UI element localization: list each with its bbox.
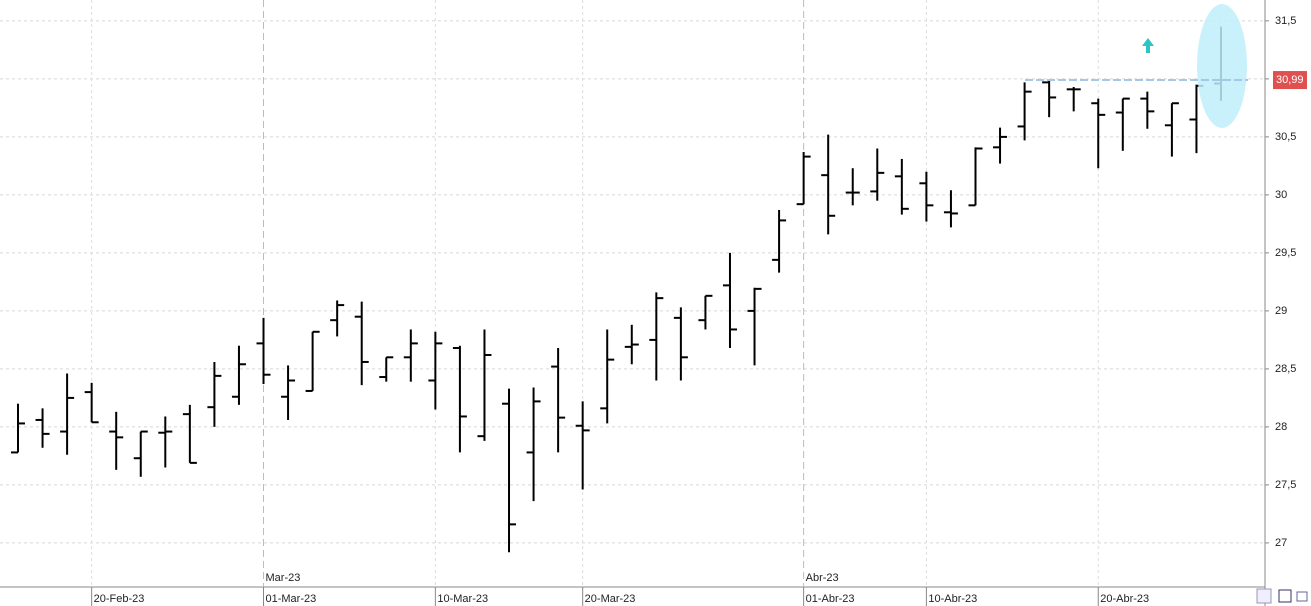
y-tick-label: 27,5 (1275, 479, 1296, 491)
last-value-label: 30,99 (1276, 74, 1304, 86)
x-tick-label: 10-Abr-23 (928, 593, 977, 605)
x-tick-label: 01-Abr-23 (806, 593, 855, 605)
y-tick-label: 30 (1275, 189, 1287, 201)
last-value-box (1273, 71, 1307, 90)
plot-area (0, 0, 1265, 587)
y-tick-label: 29 (1275, 305, 1287, 317)
y-tick-label: 30,5 (1275, 131, 1296, 143)
marks (11, 26, 1228, 553)
y-tick-label: 27 (1275, 537, 1287, 549)
toolbar-icons (1256, 588, 1308, 604)
y-tick-label: 29,5 (1275, 247, 1296, 259)
x-tick-label: 20-Feb-23 (94, 593, 145, 605)
highlight-ellipse (1197, 4, 1247, 128)
icon-save[interactable] (1278, 589, 1292, 603)
y-tick-label: 28,5 (1275, 363, 1296, 375)
icon[interactable] (1296, 591, 1308, 602)
x-tick-label: 20-Abr-23 (1100, 593, 1149, 605)
up-arrow (1142, 38, 1154, 53)
month-label: Abr-23 (806, 572, 839, 584)
month-label: Mar-23 (266, 572, 301, 584)
overlay: 30,99 (1025, 71, 1307, 90)
y-tick-label: 28 (1275, 421, 1287, 433)
x-tick-label: 01-Mar-23 (266, 593, 317, 605)
y-tick-label: 31,5 (1275, 15, 1296, 27)
icon[interactable] (1256, 588, 1272, 604)
x-tick-label: 20-Mar-23 (585, 593, 636, 605)
x-tick-label: 10-Mar-23 (437, 593, 488, 605)
